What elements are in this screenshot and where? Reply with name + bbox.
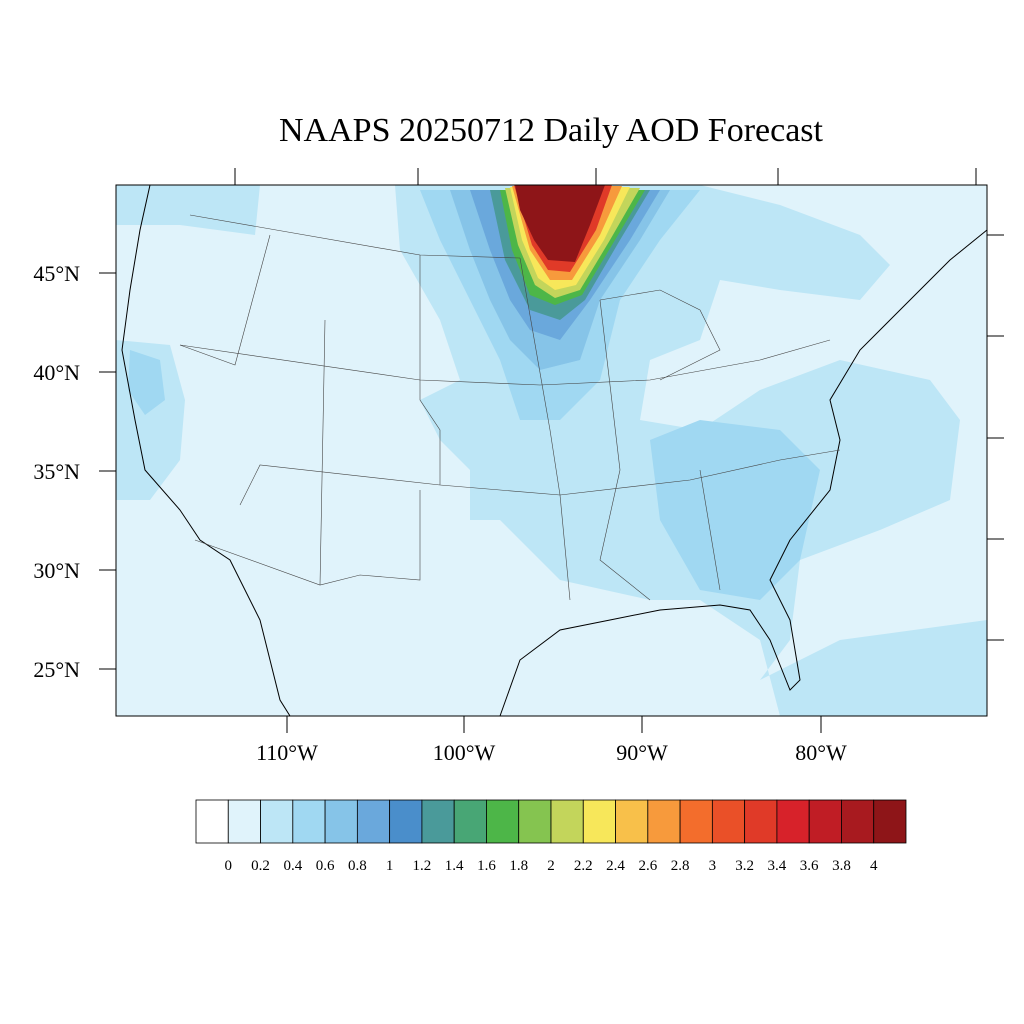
boundaries <box>121 185 987 716</box>
lat-label: 40°N <box>33 360 80 385</box>
colorbar-box <box>776 799 810 844</box>
colorbar-box <box>195 799 229 844</box>
colorbar-label: 2 <box>547 858 555 874</box>
colorbar-box <box>550 799 584 844</box>
aod-field <box>116 185 987 716</box>
map-frame <box>115 184 988 717</box>
colorbar-label: 3.8 <box>832 858 851 874</box>
colorbar-label: 0 <box>225 858 233 874</box>
colorbar-box <box>260 799 294 844</box>
colorbar-label: 3 <box>709 858 717 874</box>
colorbar-label: 4 <box>870 858 878 874</box>
colorbar-box <box>711 799 746 844</box>
colorbar-label: 0.4 <box>283 858 302 874</box>
colorbar-label: 3.6 <box>800 858 819 874</box>
colorbar-box <box>292 799 326 844</box>
colorbar-box <box>453 799 487 844</box>
lat-label: 35°N <box>33 459 80 484</box>
colorbar-box <box>486 799 520 844</box>
colorbar-box <box>808 799 842 844</box>
colorbar-box <box>615 799 649 844</box>
colorbar-box <box>389 799 423 844</box>
colorbar-box <box>227 799 261 844</box>
colorbar-box <box>873 799 907 844</box>
lon-label: 80°W <box>795 740 847 765</box>
colorbar-box <box>679 799 713 844</box>
frame-ticks <box>99 168 1004 733</box>
colorbar-box <box>518 799 552 844</box>
colorbar-label: 2.2 <box>574 858 593 874</box>
colorbar-label: 0.8 <box>348 858 367 874</box>
colorbar-box <box>582 799 616 844</box>
colorbar-label: 2.4 <box>606 858 625 874</box>
colorbar-box <box>744 799 778 844</box>
lon-label: 100°W <box>433 740 496 765</box>
colorbar: 0 0.2 0.4 0.6 0.8 1 1.2 1.4 1.6 1.8 2 2.2 2.4 2.6 2.8 3… <box>195 799 907 874</box>
colorbar-label: 1 <box>386 858 394 874</box>
colorbar-label: 0.6 <box>316 858 335 874</box>
lon-label: 90°W <box>616 740 668 765</box>
colorbar-label: 3.4 <box>768 858 787 874</box>
colorbar-label: 1.4 <box>445 858 464 874</box>
lat-label: 45°N <box>33 261 80 286</box>
colorbar-label: 2.8 <box>671 858 690 874</box>
colorbar-label: 1.6 <box>477 858 496 874</box>
title: NAAPS 20250712 Daily AOD Forecast <box>279 112 824 149</box>
colorbar-box <box>421 799 455 844</box>
colorbar-label: 2.6 <box>638 858 657 874</box>
colorbar-box <box>841 799 875 844</box>
colorbar-box <box>324 799 358 844</box>
lat-label: 30°N <box>33 558 80 583</box>
colorbar-label: 3.2 <box>735 858 754 874</box>
lon-label: 110°W <box>256 740 318 765</box>
colorbar-box <box>356 799 391 844</box>
colorbar-label: 0.2 <box>251 858 270 874</box>
colorbar-box <box>647 799 681 844</box>
colorbar-label: 1.2 <box>413 858 432 874</box>
colorbar-label: 1.8 <box>509 858 528 874</box>
lat-label: 25°N <box>33 657 80 682</box>
map <box>116 185 987 716</box>
